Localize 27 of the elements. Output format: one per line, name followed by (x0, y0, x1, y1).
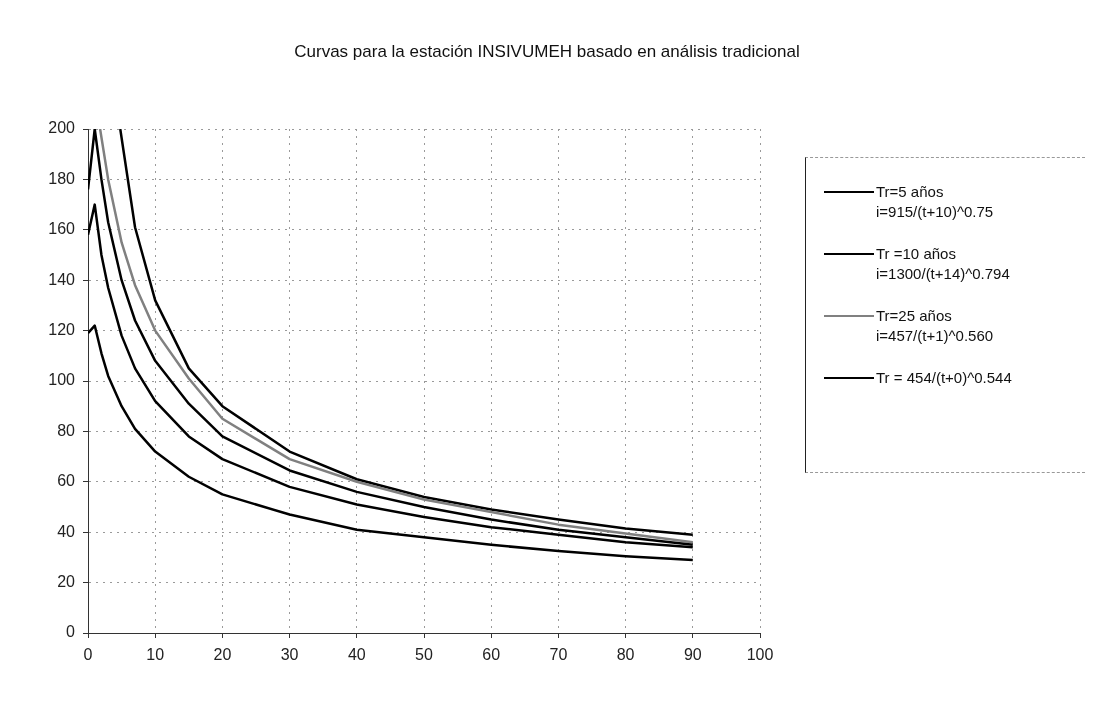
y-tick-label: 80 (57, 421, 76, 439)
x-tick-label: 40 (347, 646, 366, 664)
legend-label: Tr = 454/(t+0)^0.544 (876, 368, 1012, 388)
x-tick-label: 100 (746, 646, 774, 664)
y-tick-label: 140 (48, 270, 76, 288)
y-tick-label: 180 (48, 169, 76, 187)
y-tick-label: 100 (48, 371, 76, 389)
x-tick-label: 60 (482, 646, 501, 664)
x-tick-label: 20 (213, 646, 232, 664)
y-tick-label: 160 (48, 220, 76, 238)
legend-label: Tr =10 años i=1300/(t+14)^0.794 (876, 244, 1010, 284)
legend-label: Tr=5 años i=915/(t+10)^0.75 (876, 182, 994, 222)
y-tick-label: 0 (66, 623, 76, 641)
x-tick-label: 50 (415, 646, 433, 664)
x-tick-label: 80 (616, 646, 635, 664)
x-tick-label: 90 (683, 646, 702, 664)
x-tick-label: 30 (280, 646, 299, 664)
y-tick-label: 20 (57, 573, 76, 591)
x-tick-label: 10 (146, 646, 165, 664)
y-tick-label: 40 (57, 522, 76, 540)
y-tick-label: 60 (57, 472, 76, 490)
chart-title: Curvas para la estación INSIVUMEH basado en análisis tradicional (293, 42, 801, 62)
legend-label: Tr=25 años i=457/(t+1)^0.560 (876, 306, 994, 346)
x-tick-label: 70 (549, 646, 568, 664)
y-tick-label: 120 (48, 321, 76, 339)
y-tick-label: 200 (48, 119, 76, 137)
x-tick-label: 0 (83, 646, 93, 664)
